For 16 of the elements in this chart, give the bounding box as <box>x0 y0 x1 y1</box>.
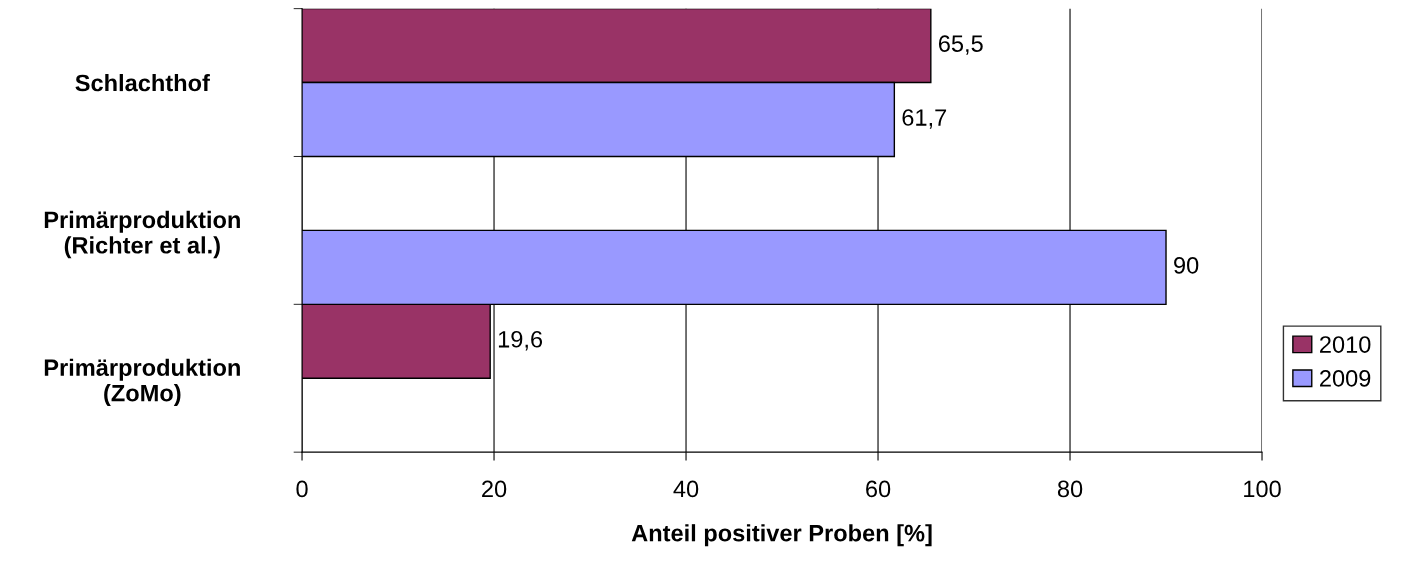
x-tick-label: 80 <box>1057 480 1083 498</box>
x-axis-title: Anteil positiver Proben [%] <box>631 524 932 547</box>
y-tick-label: Schlachthof <box>75 74 210 92</box>
x-tick-label: 60 <box>866 480 891 498</box>
y-tick-label: Primärproduktion (ZoMo) <box>44 358 240 407</box>
data-label: 65,5 <box>938 35 983 55</box>
x-tick-label: 100 <box>1244 480 1281 498</box>
x-tick-label: 40 <box>673 480 699 498</box>
y-tick-label: Primärproduktion (Richter et al.) <box>44 210 240 259</box>
legend-label: 2009 <box>1320 369 1371 387</box>
x-tick-label: 20 <box>482 480 507 498</box>
legend-label: 2010 <box>1320 336 1371 353</box>
data-label: 19,6 <box>498 330 543 351</box>
data-label: 61,7 <box>902 109 947 129</box>
data-label: 90 <box>1174 256 1199 274</box>
x-tick-label: 0 <box>296 480 308 498</box>
